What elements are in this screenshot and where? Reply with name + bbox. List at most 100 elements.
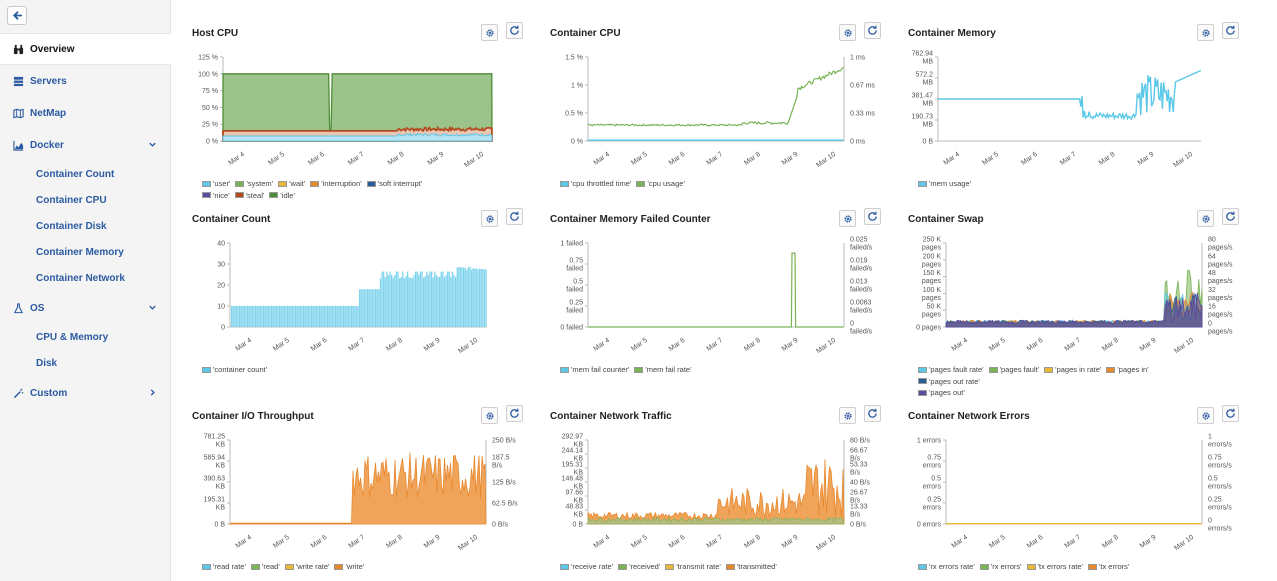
- sidebar-item-container-memory[interactable]: Container Memory: [36, 247, 124, 258]
- nav-servers[interactable]: Servers: [0, 65, 171, 97]
- legend-item-pages-in[interactable]: 'pages in': [1106, 364, 1149, 375]
- refresh-button[interactable]: [864, 22, 881, 39]
- legend-item-system[interactable]: 'system': [235, 178, 273, 189]
- legend-item-receive-rate[interactable]: 'receive rate': [560, 561, 613, 572]
- legend-item-pages-fault[interactable]: 'pages fault': [988, 364, 1039, 375]
- sidebar-item-cpu-memory[interactable]: CPU & Memory: [36, 332, 109, 343]
- settings-button[interactable]: [839, 24, 856, 41]
- settings-button[interactable]: [481, 24, 498, 41]
- legend-swatch: [918, 389, 927, 396]
- count-bar: [463, 267, 465, 327]
- sidebar-item-container-count[interactable]: Container Count: [36, 169, 115, 180]
- legend-item-nice[interactable]: 'nice': [202, 190, 230, 201]
- count-bar: [253, 306, 255, 327]
- count-bar: [315, 306, 318, 327]
- nav-netmap[interactable]: NetMap: [0, 97, 171, 129]
- legend-item-read[interactable]: 'read': [250, 561, 280, 572]
- count-bar: [234, 306, 236, 327]
- legend-item-mem-fail-rate[interactable]: 'mem fail rate': [634, 364, 692, 375]
- sidebar-item-container-disk[interactable]: Container Disk: [36, 221, 107, 232]
- legend-item-read-rate[interactable]: 'read rate': [202, 561, 246, 572]
- legend-item-pages-out-rate[interactable]: 'pages out rate': [918, 376, 980, 387]
- legend-row: 'pages out rate': [918, 376, 1154, 388]
- count-bar: [271, 306, 273, 327]
- legend-item-pages-fault-rate[interactable]: 'pages fault rate': [918, 364, 984, 375]
- y-tick-label: 0.5 %: [565, 111, 583, 118]
- settings-button[interactable]: [1197, 210, 1214, 227]
- x-tick-label: Mar 8: [387, 151, 406, 167]
- y-right-tick-label: 0 B/s: [492, 522, 508, 529]
- refresh-button[interactable]: [1222, 208, 1239, 225]
- legend-item-idle[interactable]: 'idle': [269, 190, 295, 201]
- count-bar: [275, 306, 278, 327]
- count-bar: [322, 306, 324, 327]
- sidebar-item-container-cpu[interactable]: Container CPU: [36, 195, 107, 206]
- refresh-button[interactable]: [506, 405, 523, 422]
- legend-item-tx-errors[interactable]: 'tx errors': [1087, 561, 1129, 572]
- legend-swatch: [366, 180, 376, 187]
- legend-item-steal[interactable]: 'steal': [234, 190, 264, 201]
- nav-overview[interactable]: Overview: [0, 33, 171, 65]
- x-tick-label: Mar 7: [1063, 337, 1082, 353]
- count-bar: [307, 306, 310, 327]
- y-tick-label: 0 errors: [917, 522, 942, 529]
- count-bar: [474, 268, 476, 327]
- count-bar: [370, 289, 372, 327]
- legend-item-rx-errors[interactable]: 'rx errors': [979, 561, 1022, 572]
- count-bar: [368, 289, 370, 327]
- legend-item-wait[interactable]: 'wait': [278, 178, 305, 189]
- panel-container-io: Container I/O Throughput 781.25 KB 585.94 KB…: [190, 403, 530, 581]
- legend-item-soft-interrupt[interactable]: 'soft interrupt': [366, 178, 422, 189]
- y-tick-label: 10: [217, 304, 225, 311]
- legend-item-write[interactable]: 'write': [334, 561, 364, 572]
- legend-item-interruption[interactable]: 'interruption': [310, 178, 362, 189]
- x-tick-label: Mar 9: [423, 534, 442, 550]
- refresh-button[interactable]: [1222, 22, 1239, 39]
- count-bar: [237, 306, 239, 327]
- legend-item-tx-errors-rate[interactable]: 'tx errors rate': [1026, 561, 1083, 572]
- legend-item-mem-fail-counter[interactable]: 'mem fail counter': [560, 364, 629, 375]
- refresh-button[interactable]: [864, 208, 881, 225]
- y-tick-label: 0 failed: [560, 325, 583, 332]
- legend-item-transmit-rate[interactable]: 'transmit rate': [665, 561, 721, 572]
- legend-label: 'pages fault rate': [929, 365, 984, 374]
- sidebar-item-disk[interactable]: Disk: [36, 358, 58, 369]
- legend-item-received[interactable]: 'received': [618, 561, 660, 572]
- legend-item-write-rate[interactable]: 'write rate': [284, 561, 329, 572]
- legend-item-user[interactable]: 'user': [202, 178, 230, 189]
- legend-item-container-count[interactable]: 'container count': [202, 364, 267, 375]
- settings-button[interactable]: [1197, 24, 1214, 41]
- refresh-button[interactable]: [864, 405, 881, 422]
- legend-swatch: [202, 192, 211, 198]
- legend-item-cpu-throttled-time[interactable]: 'cpu throttled time': [560, 178, 631, 189]
- x-tick-label: Mar 6: [668, 337, 687, 353]
- legend-item-mem-usage[interactable]: 'mem usage': [918, 178, 971, 189]
- count-bar: [325, 306, 327, 327]
- nav-os[interactable]: OS: [0, 292, 171, 324]
- refresh-button[interactable]: [506, 208, 523, 225]
- settings-button[interactable]: [839, 407, 856, 424]
- nav-docker[interactable]: Docker: [0, 129, 171, 161]
- y-tick-label: 1 %: [571, 83, 583, 90]
- settings-button[interactable]: [481, 210, 498, 227]
- count-bar: [357, 306, 359, 327]
- count-bar: [341, 306, 343, 327]
- legend-swatch: [202, 180, 211, 187]
- legend-item-pages-out[interactable]: 'pages out': [918, 387, 965, 398]
- legend-item-cpu-usage[interactable]: 'cpu usage': [636, 178, 685, 189]
- panel-title: Container Network Errors: [908, 411, 1030, 422]
- legend: 'user' 'system' 'wait' 'interruption' 'soft …: [202, 178, 427, 201]
- settings-button[interactable]: [839, 210, 856, 227]
- nav-custom[interactable]: Custom: [0, 377, 171, 409]
- settings-button[interactable]: [481, 407, 498, 424]
- back-button[interactable]: [7, 6, 27, 25]
- legend-item-transmitted[interactable]: 'transmitted': [725, 561, 777, 572]
- legend-item-pages-in-rate[interactable]: 'pages in rate': [1044, 364, 1101, 375]
- legend-item-rx-errors-rate[interactable]: 'rx errors rate': [918, 561, 975, 572]
- refresh-button[interactable]: [506, 22, 523, 39]
- settings-button[interactable]: [1197, 407, 1214, 424]
- y-right-tick-label: 0.33 ms: [850, 111, 875, 118]
- sidebar-item-container-network[interactable]: Container Network: [36, 273, 125, 284]
- refresh-button[interactable]: [1222, 405, 1239, 422]
